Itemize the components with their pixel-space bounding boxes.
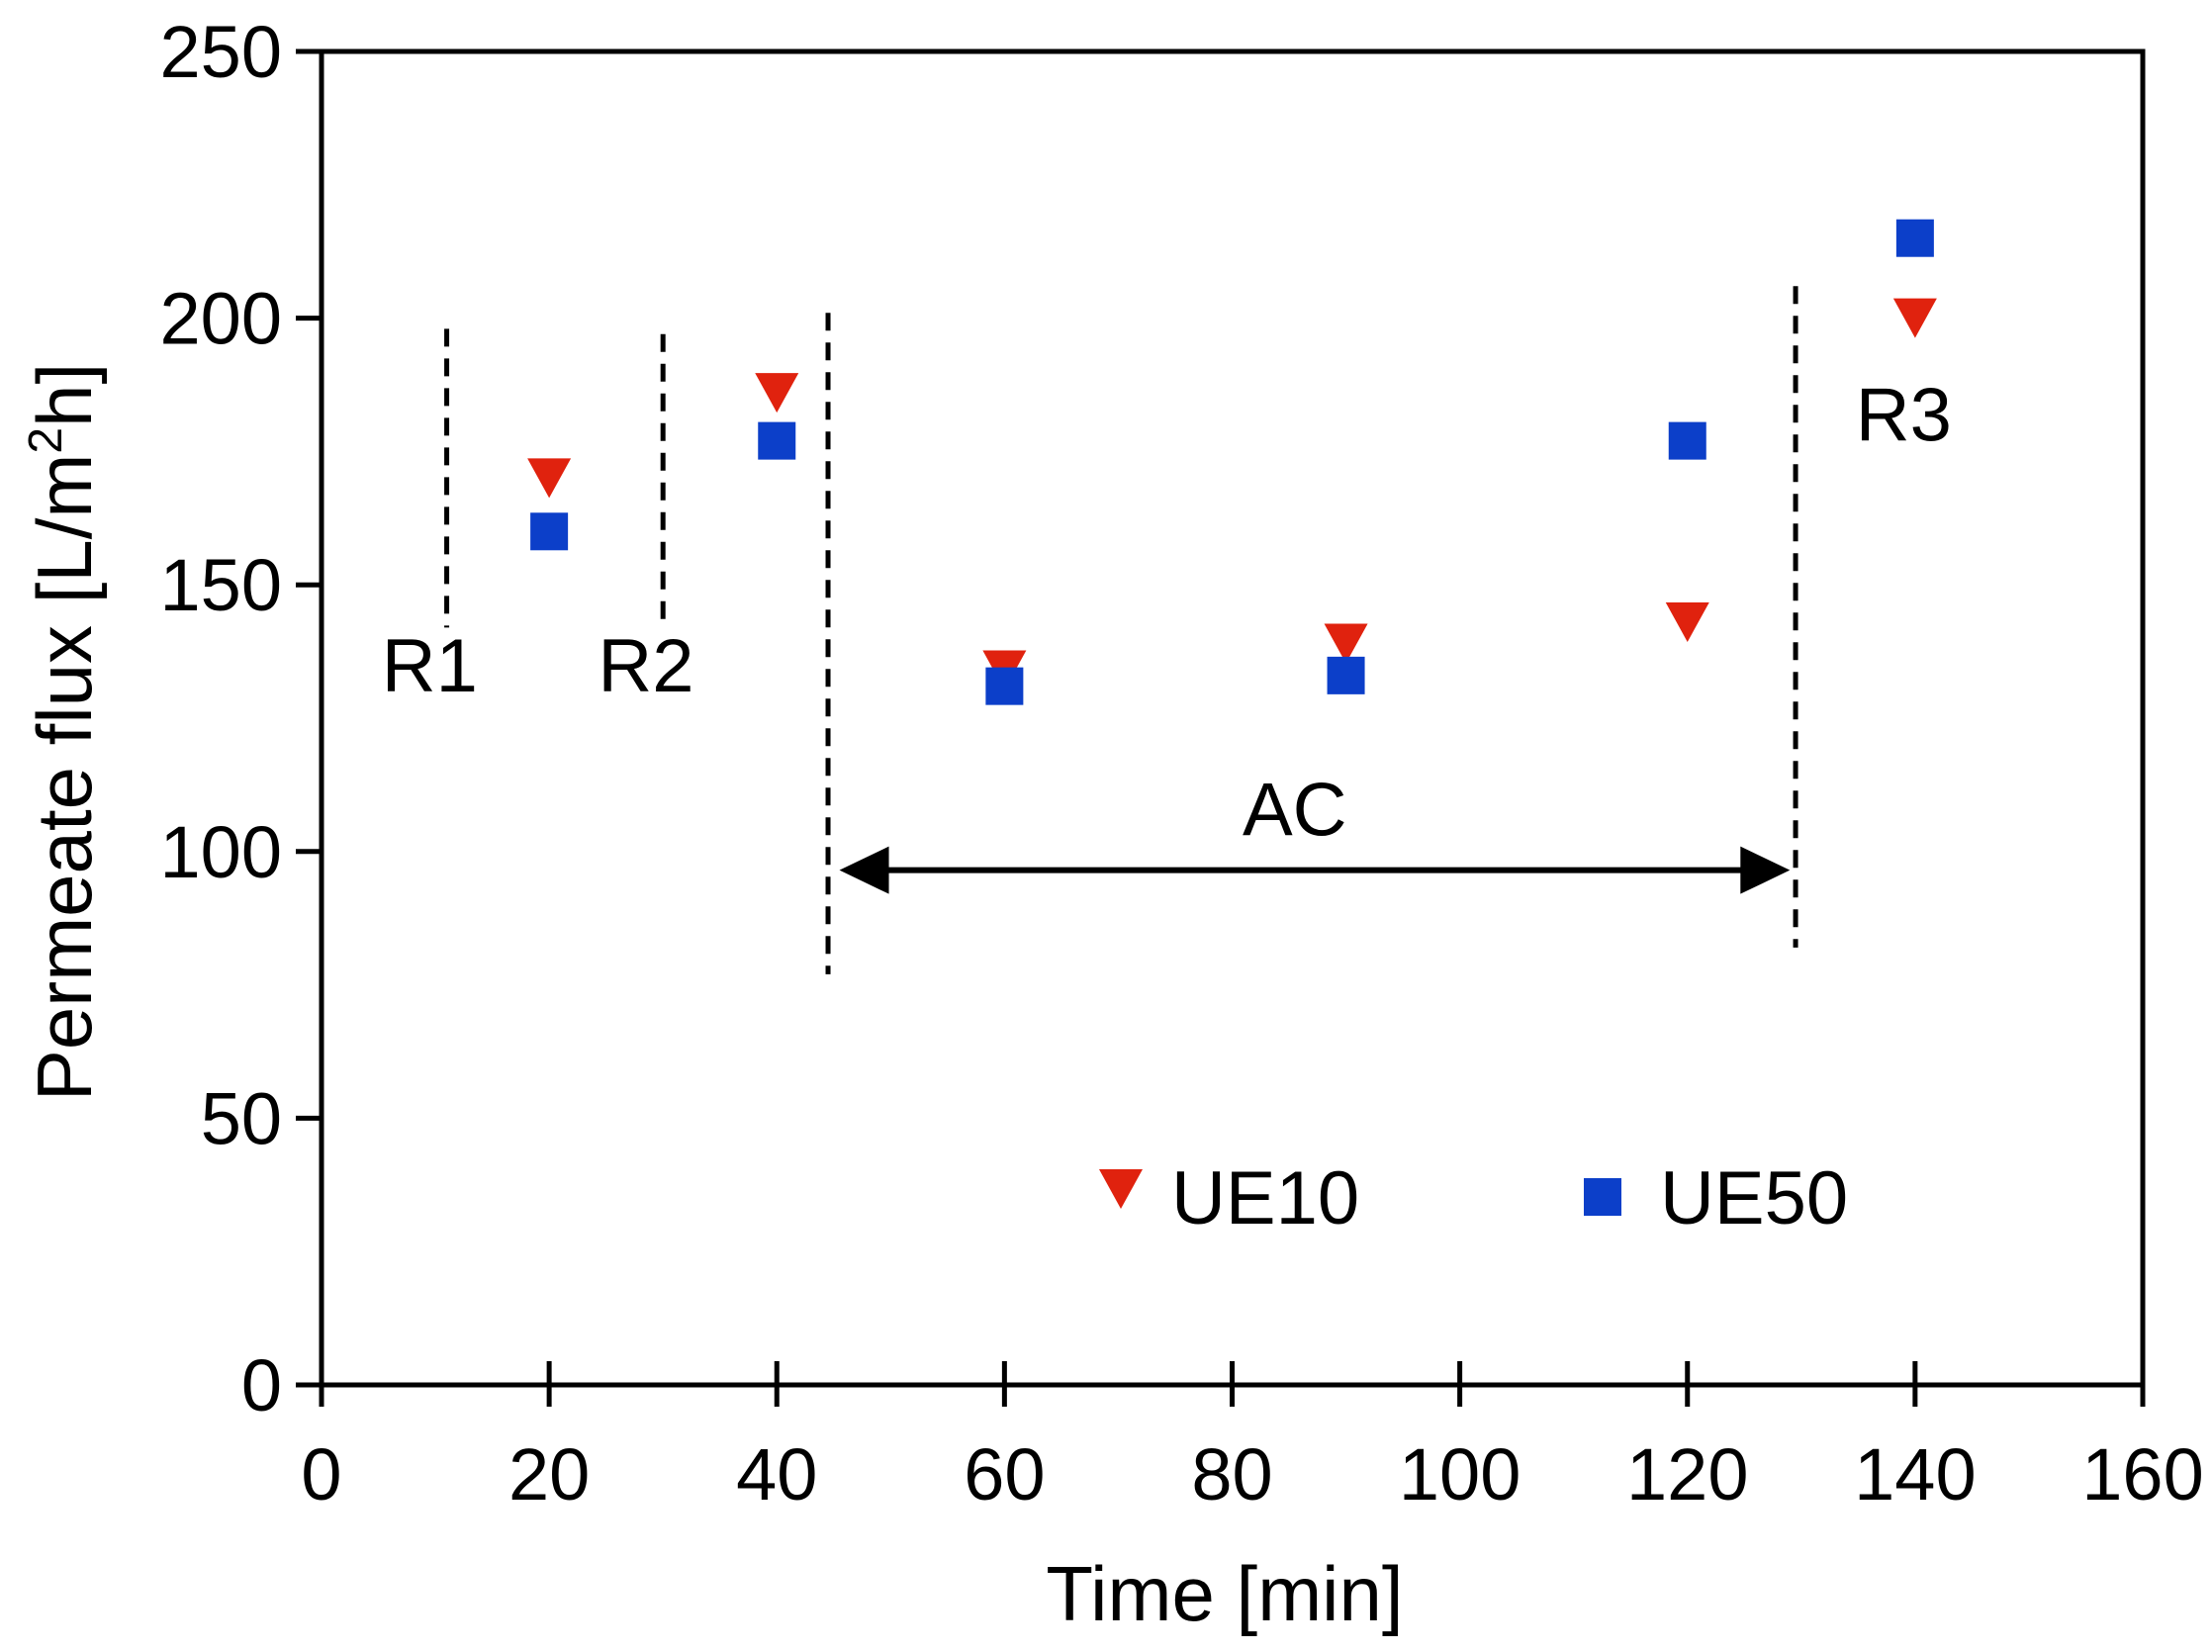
x-tick-label: 80 (1191, 1433, 1272, 1515)
y-tick-label: 0 (241, 1344, 282, 1426)
point-ue10 (527, 458, 572, 499)
y-tick-label: 50 (201, 1077, 282, 1159)
y-axis: 0 50 100 150 200 250 (160, 11, 322, 1426)
x-tick-label: 160 (2081, 1433, 2203, 1515)
x-tick-label: 140 (1854, 1433, 1976, 1515)
point-ue50 (1327, 656, 1365, 694)
point-ue50 (758, 421, 796, 460)
annotation-r2: R2 (598, 624, 693, 708)
x-axis: 0 20 40 60 80 100 120 140 160 (301, 1361, 2204, 1515)
point-ue10 (1892, 298, 1937, 338)
x-axis-title: Time [min] (1046, 1550, 1403, 1637)
y-tick-label: 250 (160, 11, 282, 93)
legend-marker-ue50 (1584, 1178, 1621, 1216)
y-axis-title-tail: h] (21, 363, 108, 427)
point-ue50 (985, 667, 1024, 705)
point-ue10 (1665, 601, 1709, 642)
y-tick-label: 100 (160, 811, 282, 893)
point-ue10 (1324, 623, 1368, 664)
x-tick-label: 60 (964, 1433, 1045, 1515)
legend: UE10 UE50 (1099, 1156, 1848, 1240)
data-points (527, 219, 1937, 705)
x-tick-label: 100 (1399, 1433, 1521, 1515)
annotation-ac: AC (1243, 769, 1347, 853)
ac-arrow (839, 846, 1791, 894)
x-tick-label: 0 (301, 1433, 341, 1515)
annotation-r1: R1 (382, 624, 478, 708)
phase-separators (444, 286, 1798, 974)
annotations: R1 R2 AC R3 (382, 374, 1952, 853)
annotation-r3: R3 (1856, 374, 1952, 458)
point-ue50 (530, 512, 569, 551)
legend-label-ue50: UE50 (1660, 1156, 1848, 1240)
y-tick-label: 150 (160, 544, 282, 626)
arrow-head-left (839, 846, 889, 894)
arrow-head-right (1740, 846, 1791, 894)
x-tick-label: 40 (736, 1433, 817, 1515)
legend-label-ue10: UE10 (1171, 1156, 1359, 1240)
y-tick-label: 200 (160, 278, 282, 360)
point-ue50 (1668, 421, 1706, 460)
y-axis-title-main: Permeate flux [L/m (21, 454, 108, 1102)
point-ue10 (755, 373, 799, 413)
point-ue50 (1895, 219, 1934, 257)
y-axis-title-superscript: 2 (20, 427, 72, 454)
legend-marker-ue10 (1099, 1169, 1143, 1209)
x-tick-label: 120 (1626, 1433, 1748, 1515)
y-axis-title: Permeate flux [L/m2h] (20, 363, 108, 1101)
x-tick-label: 20 (508, 1433, 590, 1515)
